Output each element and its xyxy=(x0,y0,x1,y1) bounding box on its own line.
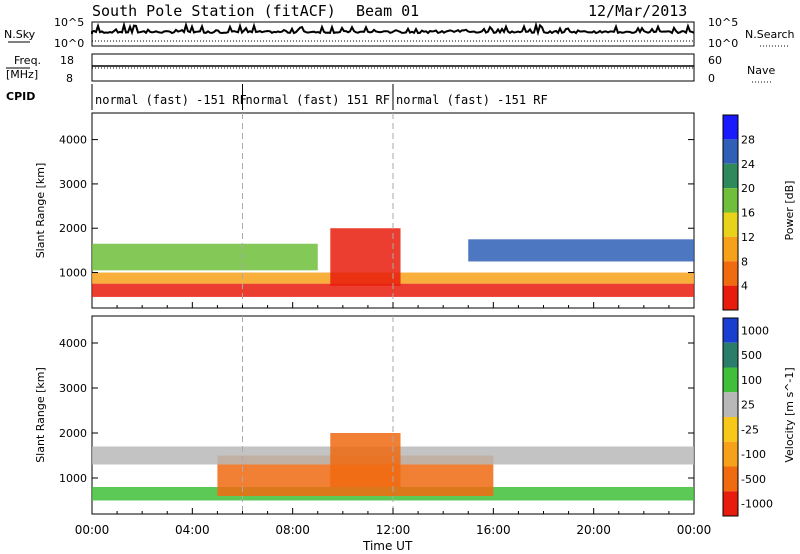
nsky-label: N.Sky xyxy=(4,28,36,41)
freq-label-bottom: [MHz] xyxy=(6,68,38,81)
data-band xyxy=(468,239,694,262)
colorbar-label: Power [dB] xyxy=(783,181,796,241)
beam-label: Beam 01 xyxy=(356,2,419,20)
colorbar-swatch xyxy=(723,188,738,213)
colorbar-tick-label: 12 xyxy=(741,231,755,244)
plot-title: South Pole Station (fitACF) xyxy=(92,2,336,20)
colorbar-swatch xyxy=(723,367,738,393)
freq-panel: Freq. [MHz] 18 8 60 0 Nave xyxy=(6,53,775,85)
y-axis-label: Slant Range [km] xyxy=(34,163,47,259)
nave-tick-bottom: 0 xyxy=(708,72,715,85)
freq-label-top: Freq. xyxy=(14,54,41,67)
cpid-segment: normal (fast) -151 RF xyxy=(396,93,548,107)
y-tick-label: 2000 xyxy=(59,222,87,235)
freq-tick-top: 18 xyxy=(60,54,74,67)
y-tick-label: 4000 xyxy=(59,134,87,147)
x-axis-label: Time UT xyxy=(362,539,413,553)
x-tick-label: 08:00 xyxy=(275,523,310,537)
colorbar-swatch xyxy=(723,261,738,286)
data-band xyxy=(92,243,318,271)
colorbar-frame xyxy=(722,114,739,311)
colorbar-tick-label: 4 xyxy=(741,280,748,293)
colorbar-tick-label: 28 xyxy=(741,133,755,146)
colorbar-swatch xyxy=(723,236,738,262)
colorbar-tick-label: 25 xyxy=(741,399,755,412)
colorbar-swatch xyxy=(723,441,738,467)
x-tick-label: 00:00 xyxy=(677,523,712,537)
y-axis-label: Slant Range [km] xyxy=(34,367,47,463)
colorbar-swatch xyxy=(723,285,738,310)
colorbar-tick-label: 24 xyxy=(741,158,755,171)
y-tick-label: 1000 xyxy=(59,472,87,485)
nsearch-label: N.Search xyxy=(745,28,795,41)
freq-tick-bottom: 8 xyxy=(66,72,73,85)
data-band xyxy=(330,433,401,487)
colorbar-swatch xyxy=(723,139,738,164)
colorbar-swatch xyxy=(723,491,738,516)
colorbar-swatch xyxy=(723,163,738,189)
nsky-tick-bottom: 10^0 xyxy=(54,37,84,50)
colorbar-swatch xyxy=(723,417,738,442)
x-tick-label: 00:00 xyxy=(75,523,110,537)
nave-label: Nave xyxy=(747,64,775,77)
colorbar-tick-label: 1000 xyxy=(741,324,769,337)
nsky-tick-top: 10^5 xyxy=(54,16,84,29)
colorbar-tick-label: 16 xyxy=(741,207,755,220)
nsearch-tick-bottom: 10^0 xyxy=(708,37,738,50)
y-tick-label: 2000 xyxy=(59,427,87,440)
x-tick-label: 12:00 xyxy=(376,523,411,537)
colorbar-label: Velocity [m s^-1] xyxy=(783,367,796,462)
nsearch-tick-top: 10^5 xyxy=(708,16,738,29)
colorbar-tick-label: -100 xyxy=(741,448,766,461)
x-tick-label: 16:00 xyxy=(476,523,511,537)
time-axis: Time UT 00:00 04:00 08:00 12:00 16:00 20:00 00… xyxy=(75,523,712,553)
velocity-panel: 1000 2000 3000 4000 Slant Range [km] 1000 500 1… xyxy=(34,315,796,517)
nsky-frame xyxy=(91,21,695,47)
data-band xyxy=(330,228,401,286)
y-tick-label: 1000 xyxy=(59,267,87,280)
x-tick-label: 20:00 xyxy=(576,523,611,537)
colorbar-tick-label: 8 xyxy=(741,255,748,268)
colorbar-swatch xyxy=(723,212,738,237)
colorbar-swatch xyxy=(723,115,738,140)
cpid-label: CPID xyxy=(6,90,35,103)
colorbar-swatch xyxy=(723,342,738,368)
y-tick-label: 3000 xyxy=(59,178,87,191)
colorbar-swatch xyxy=(723,392,738,417)
colorbar-tick-label: -25 xyxy=(741,423,759,436)
y-tick-label: 4000 xyxy=(59,337,87,350)
date-label: 12/Mar/2013 xyxy=(588,2,687,20)
colorbar-tick-label: 20 xyxy=(741,182,755,195)
cpid-segment: normal (fast) -151 RF xyxy=(95,93,247,107)
nsky-panel: N.Sky 10^5 10^0 10^5 10^0 N.Search xyxy=(4,16,795,50)
power-panel: 1000 2000 3000 4000 Slant Range [km] 4 8 12 16 20… xyxy=(34,112,796,311)
colorbar-swatch xyxy=(723,466,738,492)
colorbar-tick-label: 100 xyxy=(741,374,762,387)
colorbar-tick-label: -500 xyxy=(741,473,766,486)
y-tick-label: 3000 xyxy=(59,382,87,395)
colorbar-tick-label: -1000 xyxy=(741,498,773,511)
colorbar-swatch xyxy=(723,318,738,343)
cpid-segment: normal (fast) 151 RF xyxy=(246,93,391,107)
nave-tick-top: 60 xyxy=(708,54,722,67)
colorbar-frame xyxy=(722,317,739,517)
colorbar-tick-label: 500 xyxy=(741,349,762,362)
nsky-trace xyxy=(91,21,695,37)
x-tick-label: 04:00 xyxy=(175,523,210,537)
